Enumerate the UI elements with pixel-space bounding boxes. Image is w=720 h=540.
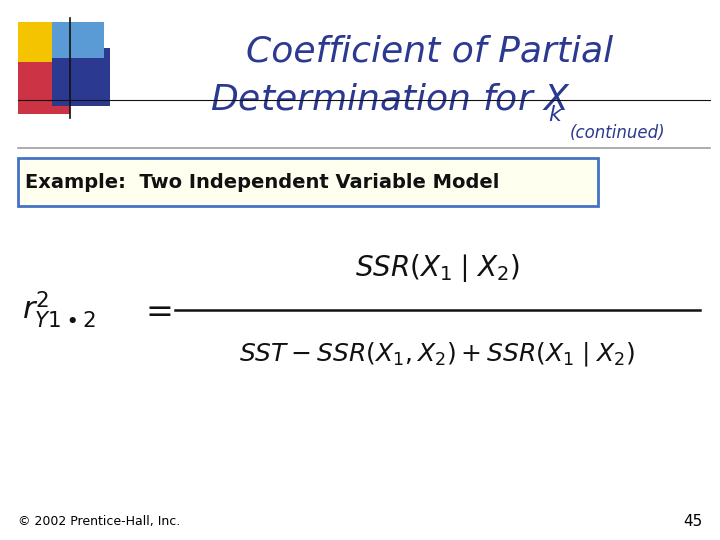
Bar	[52, 22, 104, 58]
Bar	[52, 48, 110, 106]
Text: $SSR\left(X_1 \mid X_2\right)$: $SSR\left(X_1 \mid X_2\right)$	[355, 252, 519, 284]
Text: $SST - SSR\left(X_1, X_2\right) + SSR\left(X_1 \mid X_2\right)$: $SST - SSR\left(X_1, X_2\right) + SSR\le…	[239, 341, 635, 369]
Text: Coefficient of Partial: Coefficient of Partial	[246, 35, 613, 69]
Bar	[18, 62, 70, 114]
Text: (continued): (continued)	[570, 124, 665, 142]
Text: $\mathit{k}$: $\mathit{k}$	[548, 105, 564, 125]
Text: Example:  Two Independent Variable Model: Example: Two Independent Variable Model	[25, 172, 500, 192]
Text: 45: 45	[683, 515, 702, 530]
Text: Determination for $\mathit{X}$: Determination for $\mathit{X}$	[210, 83, 570, 117]
Text: © 2002 Prentice-Hall, Inc.: © 2002 Prentice-Hall, Inc.	[18, 516, 180, 529]
Bar	[18, 158, 598, 206]
Bar	[18, 22, 70, 74]
Text: $r^2_{Y1\bullet 2}$: $r^2_{Y1\bullet 2}$	[22, 289, 96, 330]
Text: $=$: $=$	[138, 294, 171, 327]
